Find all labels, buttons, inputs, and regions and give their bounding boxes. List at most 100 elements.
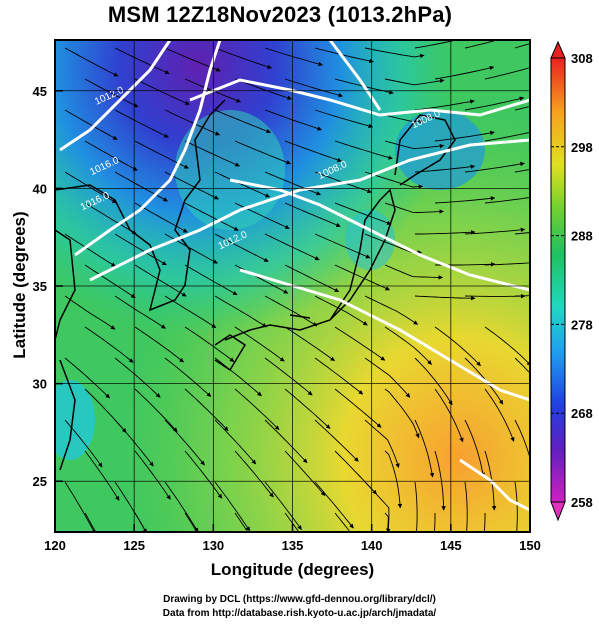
streamline-85	[334, 202, 392, 225]
streamline-92	[314, 419, 359, 462]
streamline-1	[84, 78, 139, 108]
streamline-117	[434, 196, 496, 204]
streamline-82	[314, 109, 373, 129]
streamline-144	[514, 43, 530, 49]
streamline-13	[84, 450, 120, 501]
x-tick-label-125: 125	[123, 538, 145, 553]
streamline-20	[114, 171, 168, 202]
streamline-156	[514, 419, 530, 460]
streamline-105	[384, 326, 432, 365]
streamline-9	[84, 326, 134, 363]
streamline-135	[484, 262, 530, 266]
coastlines	[55, 99, 456, 471]
streamline-157	[535, 451, 545, 510]
streamline-90	[314, 357, 364, 395]
streamline-41	[184, 326, 235, 363]
streamline-103	[384, 264, 444, 280]
streamline-45	[184, 450, 223, 499]
streamline-80	[314, 47, 374, 64]
streamline-65	[284, 78, 343, 98]
streamline-74	[264, 357, 313, 396]
streamline-79	[284, 512, 300, 532]
streamline-47	[184, 512, 198, 532]
streamline-35	[184, 140, 240, 167]
streamline-56	[214, 295, 267, 328]
x-tick-label-145: 145	[440, 538, 462, 553]
streamline-43	[184, 388, 229, 432]
streamline-140	[464, 419, 485, 478]
streamline-122	[414, 357, 453, 406]
streamline-39	[184, 264, 238, 296]
streamline-3	[84, 140, 138, 171]
x-tick-label-150: 150	[519, 538, 541, 553]
streamline-4	[64, 171, 117, 204]
x-tick-label-135: 135	[282, 538, 304, 553]
streamline-137	[484, 326, 530, 366]
streamline-95	[334, 512, 351, 532]
streamline-62	[214, 481, 251, 532]
streamline-77	[284, 450, 326, 497]
streamline-97	[384, 78, 445, 86]
x-axis-ticks: 120 125 130 135 140 145 150	[44, 524, 541, 553]
colorbar-min-triangle	[550, 501, 566, 522]
streamline-106	[364, 357, 411, 398]
streamline-111	[384, 512, 389, 532]
streamline-22	[114, 233, 167, 266]
x-tick-label-120: 120	[44, 538, 66, 553]
streamline-132	[464, 161, 525, 173]
streamline-78	[264, 481, 302, 530]
streamline-52	[214, 171, 271, 198]
streamline-120	[414, 295, 476, 301]
streamline-127	[434, 513, 436, 532]
streamline-86	[314, 233, 371, 259]
page-title: MSM 12Z18Nov2023 (1013.2hPa)	[107, 2, 453, 27]
streamline-23	[134, 264, 187, 297]
streamline-134	[464, 227, 526, 235]
y-tick-label-45: 45	[33, 84, 47, 99]
y-axis-label: Latitude (degrees)	[10, 211, 29, 359]
streamline-109	[384, 450, 403, 509]
streamline-42	[164, 357, 212, 397]
credit-drawing: Drawing by DCL (https://www.gfd-dennou.o…	[163, 594, 436, 605]
streamline-143	[483, 513, 486, 532]
streamline-131	[484, 131, 530, 142]
streamline-58	[214, 357, 262, 397]
streamline-125	[434, 450, 446, 511]
streamline-91	[334, 388, 382, 428]
streamline-104	[364, 295, 419, 325]
streamline-99	[384, 140, 445, 150]
streamline-24	[114, 295, 166, 329]
pressure-contours	[59, 40, 530, 512]
grid-lines	[55, 40, 530, 532]
streamline-76	[264, 419, 308, 464]
streamline-63	[234, 512, 249, 532]
colorbar-scale	[550, 57, 566, 503]
y-tick-label-30: 30	[33, 377, 47, 392]
streamline-54	[214, 233, 269, 263]
x-tick-label-140: 140	[361, 538, 383, 553]
streamline-0	[64, 47, 119, 77]
streamline-25	[134, 326, 184, 363]
streamline-121	[434, 326, 481, 367]
streamline-88	[314, 295, 368, 326]
colorbar-label-288: 288	[571, 229, 593, 244]
colorbar: 258 268 278 288 298 308	[550, 40, 593, 522]
streamline-36	[164, 171, 219, 200]
streamlines	[64, 40, 545, 532]
streamline-59	[234, 388, 280, 431]
streamline-148	[514, 169, 530, 173]
streamline-17	[134, 78, 190, 105]
streamline-71	[284, 264, 340, 293]
streamline-60	[214, 419, 257, 465]
streamline-51	[234, 140, 291, 165]
streamline-139	[484, 388, 515, 442]
streamline-72	[264, 295, 318, 327]
y-axis-ticks: 25 30 35 40 45	[33, 84, 63, 489]
streamline-16	[114, 47, 170, 75]
streamline-28	[114, 419, 154, 467]
streamline-150	[514, 232, 530, 235]
streamline-116	[414, 164, 476, 173]
streamline-34	[164, 109, 221, 136]
